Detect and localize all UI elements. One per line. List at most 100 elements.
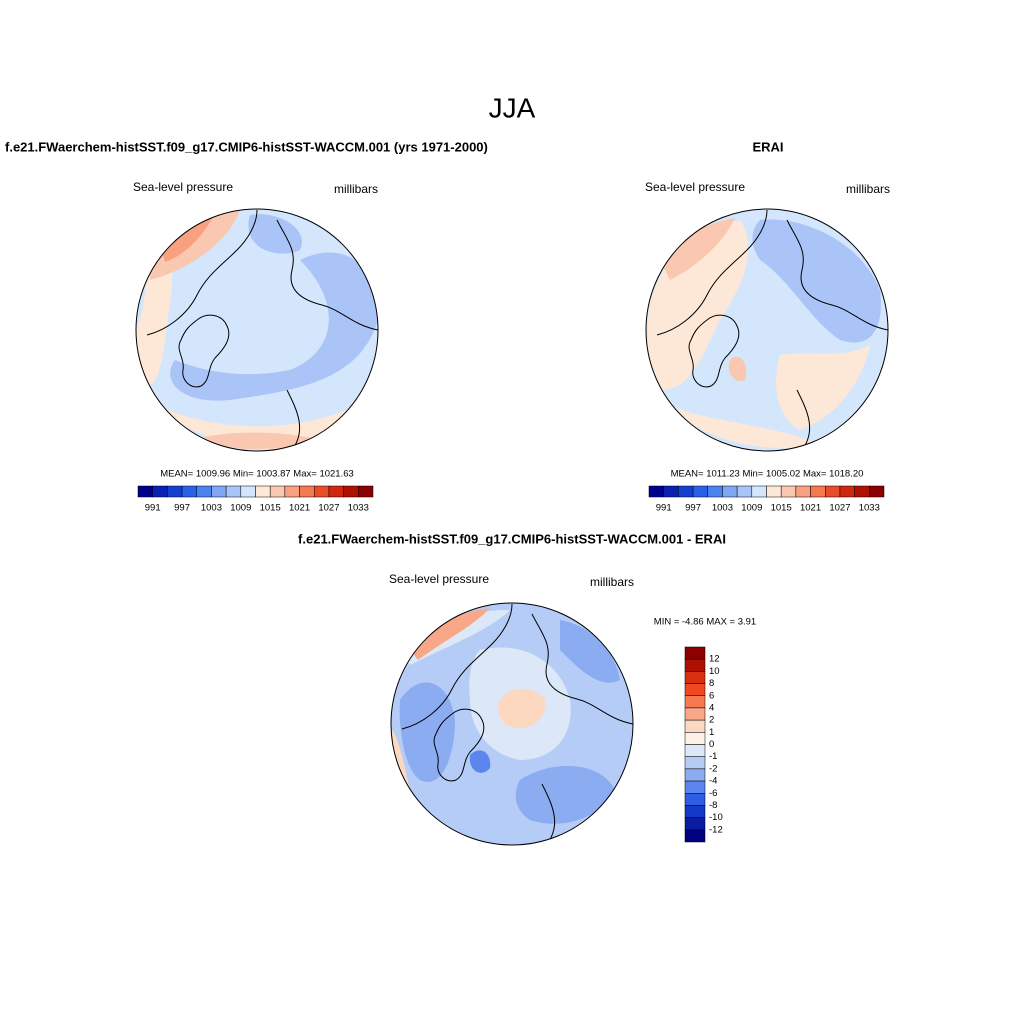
figure-title: JJA <box>489 92 536 123</box>
colorbar-label: 1009 <box>230 503 251 514</box>
colorbar-label: 0 <box>709 739 714 750</box>
colorbar-box <box>269 485 286 498</box>
colorbar-label: 1 <box>709 727 714 738</box>
map-border <box>645 208 889 452</box>
colorbar-box <box>810 485 826 498</box>
colorbar-box <box>780 485 797 498</box>
stats-label: MEAN= 1011.23 Min= 1005.02 Max= 1018.20 <box>671 469 864 480</box>
colorbar-box <box>684 732 706 745</box>
contour-region <box>392 730 410 790</box>
colorbar-box <box>684 744 706 757</box>
colorbar-label: 4 <box>709 702 714 713</box>
colorbar-box <box>707 485 723 498</box>
map-border <box>135 208 379 452</box>
colorbar-label: -1 <box>709 751 717 762</box>
colorbar-box <box>240 485 256 498</box>
colorbar-box <box>854 485 870 498</box>
colorbar-box <box>684 793 706 806</box>
colorbar-box <box>328 485 344 498</box>
colorbar-box <box>358 485 374 498</box>
colorbar-box <box>684 817 706 831</box>
colorbar-label: 1003 <box>201 503 222 514</box>
colorbar-box <box>284 485 300 498</box>
contour-region <box>136 250 172 385</box>
colorbar-box <box>137 485 153 498</box>
coastline <box>688 314 740 388</box>
units-label: millibars <box>590 575 634 589</box>
coastline <box>276 219 378 331</box>
contour-region <box>248 214 302 254</box>
minmax-label: MIN = -4.86 MAX = 3.91 <box>654 617 756 628</box>
variable-label: Sea-level pressure <box>389 572 489 586</box>
colorbar-box <box>684 658 706 672</box>
contour-region <box>190 432 320 449</box>
colorbar-label: 1033 <box>859 503 880 514</box>
colorbar-box <box>211 485 227 498</box>
units-label: millibars <box>334 182 378 196</box>
map-border <box>390 602 634 846</box>
colorbar-label: 1009 <box>741 503 762 514</box>
colorbar-label: 991 <box>145 503 161 514</box>
variable-label: Sea-level pressure <box>133 180 233 194</box>
colorbar-box <box>225 485 242 498</box>
colorbar-label: 1003 <box>712 503 733 514</box>
colorbar-box <box>684 707 706 721</box>
colorbar-box <box>648 485 664 498</box>
map <box>136 209 378 451</box>
colorbar-label: 1027 <box>829 503 850 514</box>
coastline <box>146 209 258 336</box>
coastline <box>433 708 485 782</box>
colorbar-label: 1015 <box>260 503 281 514</box>
contour-region <box>170 252 378 401</box>
units-label: millibars <box>846 182 890 196</box>
colorbar-box <box>343 485 359 498</box>
colorbar-box <box>181 485 197 498</box>
coastline <box>401 603 513 730</box>
colorbar-label: 1021 <box>289 503 310 514</box>
colorbar-box <box>196 485 212 498</box>
panel-title: f.e21.FWaerchem-histSST.f09_g17.CMIP6-hi… <box>5 139 488 154</box>
colorbar-box <box>684 756 706 770</box>
coastline <box>786 219 888 331</box>
colorbar-box <box>766 485 782 498</box>
colorbar-box <box>751 485 767 498</box>
contour-region <box>399 682 455 782</box>
colorbar-label: -2 <box>709 763 717 774</box>
contour-region <box>515 766 615 824</box>
variable-label: Sea-level pressure <box>645 180 745 194</box>
colorbar-box <box>684 780 706 794</box>
colorbar-box <box>684 695 706 709</box>
colorbar-box <box>684 805 706 818</box>
contour-region <box>469 750 491 773</box>
colorbar-label: -6 <box>709 788 717 799</box>
colorbar-label: 10 <box>709 666 720 677</box>
contour-region <box>776 345 870 430</box>
colorbar-label: 6 <box>709 690 714 701</box>
colorbar-label: 1027 <box>318 503 339 514</box>
colorbar-label: 997 <box>685 503 701 514</box>
colorbar-box <box>722 485 738 498</box>
colorbar-label: -12 <box>709 824 723 835</box>
colorbar-box <box>152 485 168 498</box>
colorbar-label: 1015 <box>771 503 792 514</box>
colorbar-box <box>299 485 315 498</box>
colorbar-box <box>692 485 708 498</box>
colorbar-label: 2 <box>709 715 714 726</box>
contour-region <box>410 608 490 660</box>
colorbar-box <box>314 485 330 498</box>
colorbar-box <box>684 683 706 696</box>
coastline <box>531 613 633 725</box>
colorbar-label: -10 <box>709 812 723 823</box>
colorbar-box <box>795 485 811 498</box>
colorbar-label: -8 <box>709 800 717 811</box>
contour-region <box>660 400 820 448</box>
coastline <box>178 314 230 388</box>
colorbar-box <box>255 485 271 498</box>
contour-region <box>660 218 735 280</box>
colorbar-label: 1021 <box>800 503 821 514</box>
colorbar-box <box>839 485 855 498</box>
contour-region <box>728 356 747 382</box>
colorbar-box <box>684 768 706 782</box>
colorbar-label: 991 <box>656 503 672 514</box>
